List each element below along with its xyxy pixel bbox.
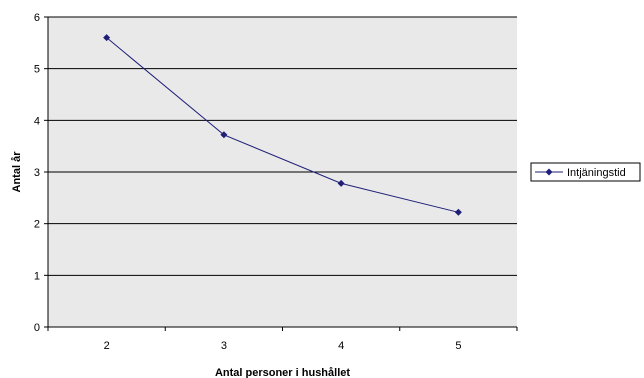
y-tick-label-3: 3 — [34, 167, 40, 179]
series-group — [103, 34, 462, 216]
x-tick-label-3: 3 — [221, 340, 227, 352]
legend-marker — [545, 168, 553, 176]
x-tick-label-4: 4 — [338, 340, 344, 352]
y-tick-label-0: 0 — [34, 322, 40, 334]
series-line-0 — [106, 37, 459, 213]
y-tick-label-2: 2 — [34, 219, 40, 231]
y-tick-label-5: 5 — [34, 64, 40, 76]
data-point-4 — [337, 179, 345, 187]
y-tick-label-6: 6 — [34, 12, 40, 24]
y-axis-ticks: 0 1 2 3 4 5 6 — [34, 12, 48, 334]
data-point-2 — [103, 34, 111, 42]
data-point-3 — [220, 131, 228, 139]
data-point-5 — [454, 208, 462, 216]
x-tick-label-2: 2 — [104, 340, 110, 352]
x-axis-ticks: 2 3 4 5 — [47, 327, 518, 352]
x-axis-title: Antal personer i hushållet — [215, 367, 350, 378]
gridlines — [48, 16, 517, 276]
y-tick-label-4: 4 — [34, 115, 40, 127]
legend: Intjäningstid — [530, 162, 641, 182]
legend-label: Intjäningstid — [567, 167, 626, 179]
legend-box — [530, 162, 641, 182]
y-axis-title: Antal år — [11, 151, 23, 193]
x-tick-label-5: 5 — [455, 340, 461, 352]
y-tick-label-1: 1 — [34, 270, 40, 282]
